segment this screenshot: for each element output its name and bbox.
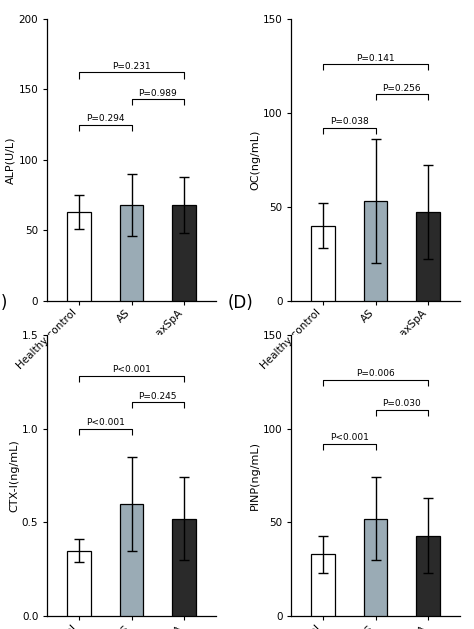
Text: P=0.231: P=0.231: [112, 62, 151, 71]
Text: P<0.001: P<0.001: [112, 365, 151, 374]
Bar: [364, 201, 387, 301]
Bar: [416, 213, 440, 301]
Y-axis label: ALP(U/L): ALP(U/L): [6, 136, 16, 184]
Text: P=0.989: P=0.989: [138, 89, 177, 97]
Y-axis label: PINP(ng/mL): PINP(ng/mL): [250, 441, 260, 510]
Text: P<0.001: P<0.001: [330, 433, 369, 442]
Y-axis label: CTX-I(ng/mL): CTX-I(ng/mL): [9, 439, 19, 512]
Bar: [120, 205, 144, 301]
Y-axis label: OC(ng/mL): OC(ng/mL): [250, 130, 260, 190]
Text: (D): (D): [228, 294, 253, 312]
Bar: [120, 504, 144, 616]
Bar: [173, 205, 196, 301]
Text: P=0.141: P=0.141: [356, 53, 395, 62]
Bar: [311, 554, 335, 616]
Text: P=0.038: P=0.038: [330, 118, 369, 126]
Bar: [416, 536, 440, 616]
Text: P<0.001: P<0.001: [86, 418, 125, 427]
Bar: [173, 519, 196, 616]
Text: P=0.245: P=0.245: [138, 392, 177, 401]
Text: P=0.006: P=0.006: [356, 369, 395, 378]
Bar: [364, 519, 387, 616]
Text: P=0.294: P=0.294: [86, 114, 125, 123]
Text: (C): (C): [0, 294, 8, 312]
Bar: [67, 550, 91, 616]
Text: P=0.256: P=0.256: [383, 84, 421, 92]
Bar: [311, 226, 335, 301]
Bar: [67, 212, 91, 301]
Text: P=0.030: P=0.030: [383, 399, 421, 408]
